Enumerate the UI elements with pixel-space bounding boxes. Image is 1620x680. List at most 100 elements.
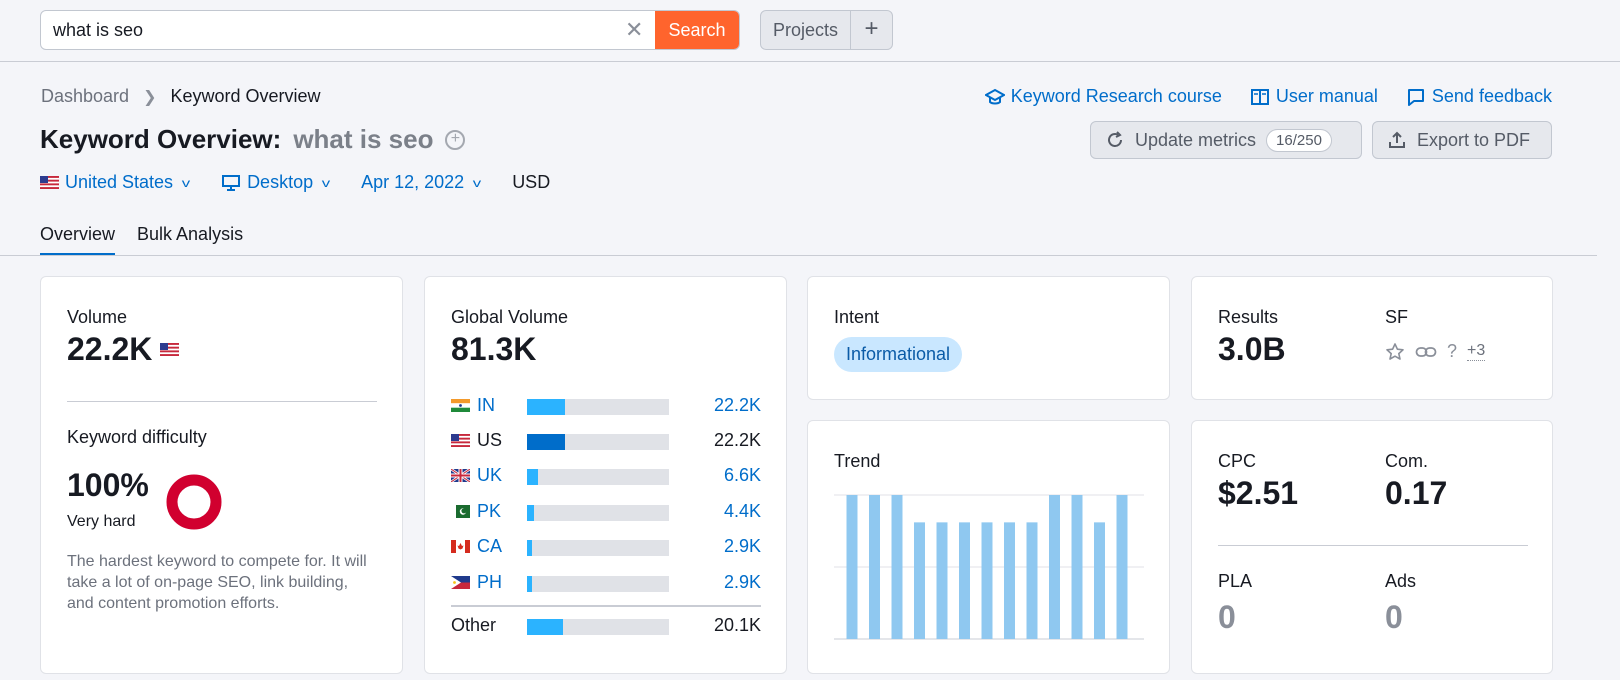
com-label: Com. [1385, 451, 1429, 471]
breadcrumb: Dashboard ❯ Keyword Overview [41, 86, 321, 107]
country-row-in[interactable]: IN 22.2K [451, 395, 761, 417]
country-row-ph[interactable]: PH 2.9K [451, 572, 761, 594]
us-flag-icon [160, 343, 180, 356]
global-volume-card: Global Volume 81.3K IN 22.2K US 22.2K UK… [424, 276, 787, 674]
intent-badge[interactable]: Informational [834, 337, 963, 372]
update-metrics-button[interactable]: Update metrics 16/250 [1090, 121, 1362, 159]
difficulty-level: Very hard [67, 513, 136, 530]
user-manual-link[interactable]: User manual [1250, 86, 1378, 107]
country-select[interactable]: United States v [40, 172, 190, 193]
title-keyword: what is seo [293, 124, 434, 154]
global-volume-label: Global Volume [451, 307, 569, 327]
link-label: User manual [1275, 86, 1378, 106]
results-card: Results 3.0B SF ? +3 [1191, 276, 1553, 400]
volume-bar-fill [527, 576, 532, 592]
tab-bulk-analysis[interactable]: Bulk Analysis [137, 224, 244, 244]
volume-bar-fill [527, 399, 566, 415]
link-icon[interactable] [1415, 342, 1437, 362]
difficulty-value: 100% [67, 467, 149, 503]
volume-bar [527, 540, 669, 556]
date-select[interactable]: Apr 12, 2022 v [361, 172, 482, 193]
update-count-badge: 16/250 [1266, 128, 1332, 152]
clear-icon[interactable]: ✕ [625, 17, 644, 42]
country-value: 22.2K [713, 430, 761, 450]
add-keyword-icon[interactable]: + [445, 129, 466, 150]
difficulty-label: Keyword difficulty [67, 427, 207, 447]
device-label: Desktop [247, 172, 314, 192]
country-row-other: Other 20.1K [451, 615, 761, 637]
india-flag-icon [451, 399, 470, 412]
title-prefix: Keyword Overview: [40, 124, 282, 154]
volume-label: Volume [67, 307, 128, 327]
results-label: Results [1218, 307, 1279, 327]
volume-bar [527, 434, 669, 450]
country-code: PK [477, 501, 502, 521]
country-value: 2.9K [723, 572, 761, 592]
trend-bar [869, 495, 880, 639]
cpc-label: CPC [1218, 451, 1257, 471]
keyword-research-course-link[interactable]: Keyword Research course [984, 86, 1222, 107]
volume-bar-fill [527, 505, 535, 521]
other-label: Other [451, 615, 497, 635]
desktop-icon [222, 174, 241, 191]
star-icon[interactable] [1385, 342, 1405, 362]
upload-icon [1389, 131, 1405, 148]
export-pdf-label: Export to PDF [1417, 129, 1531, 150]
volume-value: 22.2K [67, 331, 153, 367]
global-volume-value: 81.3K [451, 331, 537, 367]
divider [1218, 545, 1528, 546]
search-input[interactable] [53, 11, 613, 49]
add-project-button[interactable]: + [850, 11, 892, 49]
other-value: 20.1K [713, 615, 761, 635]
country-row-uk[interactable]: UK 6.6K [451, 465, 761, 487]
question-icon[interactable]: ? [1447, 341, 1458, 361]
intent-card: Intent Informational [807, 276, 1170, 400]
projects-group: Projects + [760, 10, 894, 50]
volume-bar [527, 399, 669, 415]
trend-label: Trend [834, 451, 881, 471]
tab-overview[interactable]: Overview [40, 224, 116, 256]
intent-label: Intent [834, 307, 880, 327]
country-row-us: US 22.2K [451, 430, 761, 452]
trend-bar [936, 522, 948, 639]
projects-button[interactable]: Projects [773, 20, 839, 40]
refresh-icon [1108, 131, 1122, 147]
country-value: 6.6K [723, 465, 761, 485]
link-label: Keyword Research course [1010, 86, 1222, 106]
country-code: CA [477, 536, 503, 556]
sf-features: ? +3 [1385, 341, 1486, 362]
sf-label: SF [1385, 307, 1409, 327]
breadcrumb-dashboard[interactable]: Dashboard [41, 86, 130, 106]
chevron-down-icon: v [321, 175, 331, 190]
country-label: United States [65, 172, 174, 192]
difficulty-arc [166, 474, 222, 530]
volume-bar-fill [527, 434, 566, 450]
message-icon [1407, 88, 1424, 106]
cpc-value: $2.51 [1218, 475, 1299, 511]
trend-bar [1094, 522, 1105, 639]
results-value: 3.0B [1218, 331, 1286, 367]
search-button[interactable]: Search [655, 11, 739, 49]
country-value: 22.2K [713, 395, 761, 415]
device-select[interactable]: Desktop v [221, 172, 331, 193]
help-links: Keyword Research course User manual Send… [984, 86, 1552, 107]
trend-bar [981, 522, 993, 639]
page-title: Keyword Overview: what is seo + [40, 124, 466, 155]
sf-more-link[interactable]: +3 [1467, 342, 1486, 361]
country-code: UK [477, 465, 503, 485]
currency-label: USD [512, 172, 551, 192]
chevron-right-icon: ❯ [143, 88, 157, 106]
chevron-down-icon: v [472, 175, 482, 190]
link-label: Send feedback [1431, 86, 1552, 106]
export-pdf-button[interactable]: Export to PDF [1372, 121, 1552, 159]
pakistan-flag-icon [451, 505, 470, 518]
philippines-flag-icon [451, 576, 470, 589]
send-feedback-link[interactable]: Send feedback [1406, 86, 1552, 107]
country-value: 4.4K [723, 501, 761, 521]
country-row-ca[interactable]: CA 2.9K [451, 536, 761, 558]
update-metrics-label: Update metrics [1135, 129, 1257, 150]
book-icon [1250, 88, 1269, 105]
country-row-pk[interactable]: PK 4.4K [451, 501, 761, 523]
volume-bar [527, 469, 669, 485]
volume-bar [527, 505, 669, 521]
